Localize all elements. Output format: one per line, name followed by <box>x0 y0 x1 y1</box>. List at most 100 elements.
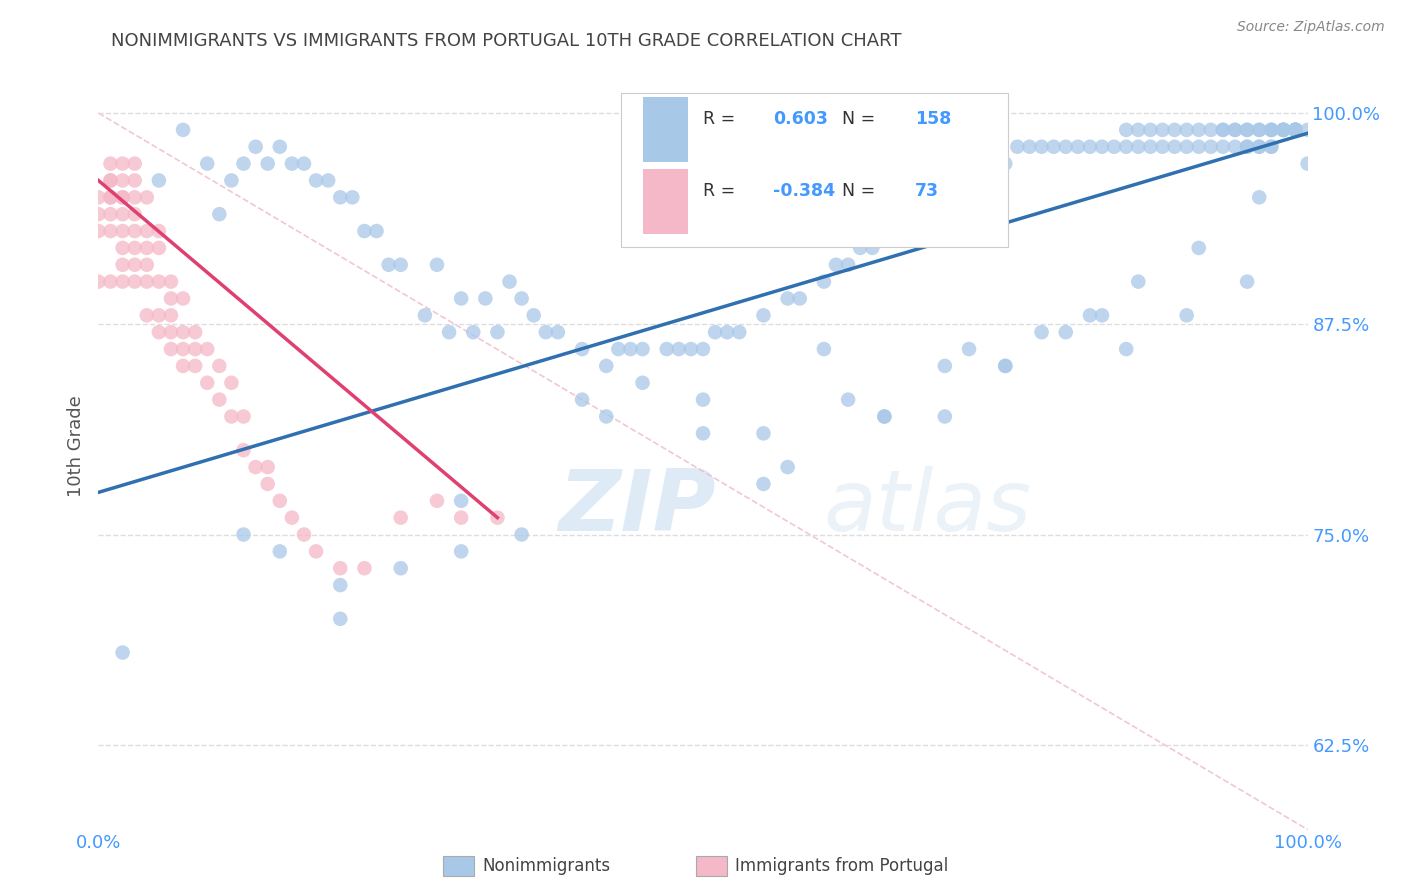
Point <box>728 325 751 339</box>
Point <box>100 173 122 187</box>
Point <box>160 342 183 356</box>
Bar <box>696 856 727 876</box>
Point <box>269 493 291 508</box>
Point <box>813 275 835 289</box>
Point <box>921 190 943 204</box>
Bar <box>643 97 689 162</box>
Point <box>111 156 134 170</box>
Point <box>547 325 569 339</box>
Point <box>111 190 134 204</box>
Point <box>195 342 218 356</box>
Point <box>450 493 472 508</box>
Point <box>124 224 146 238</box>
Point <box>1067 140 1090 154</box>
Point <box>1054 325 1077 339</box>
Point <box>668 342 690 356</box>
Point <box>124 258 146 272</box>
Point <box>474 292 496 306</box>
Point <box>692 342 714 356</box>
Point <box>256 460 278 475</box>
Point <box>426 258 449 272</box>
Point <box>595 359 617 373</box>
Point <box>1249 123 1271 137</box>
Point <box>87 190 110 204</box>
Point <box>981 156 1004 170</box>
Point <box>886 224 908 238</box>
Text: 0.603: 0.603 <box>773 110 828 128</box>
Text: Nonimmigrants: Nonimmigrants <box>482 857 610 875</box>
Point <box>160 325 183 339</box>
Point <box>1163 140 1185 154</box>
Point <box>679 342 702 356</box>
Point <box>934 190 956 204</box>
Point <box>184 325 207 339</box>
Point <box>1236 140 1258 154</box>
Point <box>1091 309 1114 323</box>
Point <box>100 207 122 221</box>
Y-axis label: 10th Grade: 10th Grade <box>66 395 84 497</box>
Point <box>1199 140 1222 154</box>
Point <box>135 258 157 272</box>
Point <box>1260 123 1282 137</box>
Point <box>148 275 170 289</box>
Point <box>232 409 254 424</box>
Point <box>1236 140 1258 154</box>
Point <box>1284 123 1306 137</box>
Point <box>124 190 146 204</box>
Point <box>245 460 267 475</box>
Point <box>897 207 920 221</box>
Point <box>269 544 291 558</box>
Point <box>813 342 835 356</box>
Point <box>316 173 339 187</box>
Point <box>752 426 775 441</box>
Point <box>1152 140 1174 154</box>
Point <box>124 241 146 255</box>
Point <box>1272 123 1295 137</box>
Point <box>100 156 122 170</box>
Point <box>1236 123 1258 137</box>
Point <box>571 392 593 407</box>
Bar <box>443 856 474 876</box>
Point <box>692 426 714 441</box>
Point <box>148 241 170 255</box>
Point <box>704 325 727 339</box>
Point <box>1272 123 1295 137</box>
Point <box>1188 140 1211 154</box>
Point <box>437 325 460 339</box>
Point <box>934 359 956 373</box>
Point <box>910 207 932 221</box>
Text: N =: N = <box>842 110 880 128</box>
Point <box>849 241 872 255</box>
Point <box>124 173 146 187</box>
Point <box>195 156 218 170</box>
Point <box>426 493 449 508</box>
Point <box>184 342 207 356</box>
Point <box>281 156 304 170</box>
Point <box>1249 140 1271 154</box>
Point <box>1163 123 1185 137</box>
Point <box>111 207 134 221</box>
Point <box>1175 140 1198 154</box>
Point <box>450 292 472 306</box>
Point <box>329 612 352 626</box>
Point <box>1223 140 1246 154</box>
Point <box>1260 140 1282 154</box>
Point <box>957 173 980 187</box>
Point <box>329 561 352 575</box>
Point <box>148 224 170 238</box>
Point <box>135 190 157 204</box>
Point <box>124 156 146 170</box>
Point <box>245 140 267 154</box>
Point <box>124 275 146 289</box>
Point <box>752 309 775 323</box>
Point <box>232 443 254 458</box>
Point <box>148 173 170 187</box>
Point <box>100 224 122 238</box>
Point <box>100 190 122 204</box>
Point <box>1175 123 1198 137</box>
Point <box>160 292 183 306</box>
Point <box>87 224 110 238</box>
Point <box>1031 140 1053 154</box>
Point <box>1296 156 1319 170</box>
Point <box>752 477 775 491</box>
